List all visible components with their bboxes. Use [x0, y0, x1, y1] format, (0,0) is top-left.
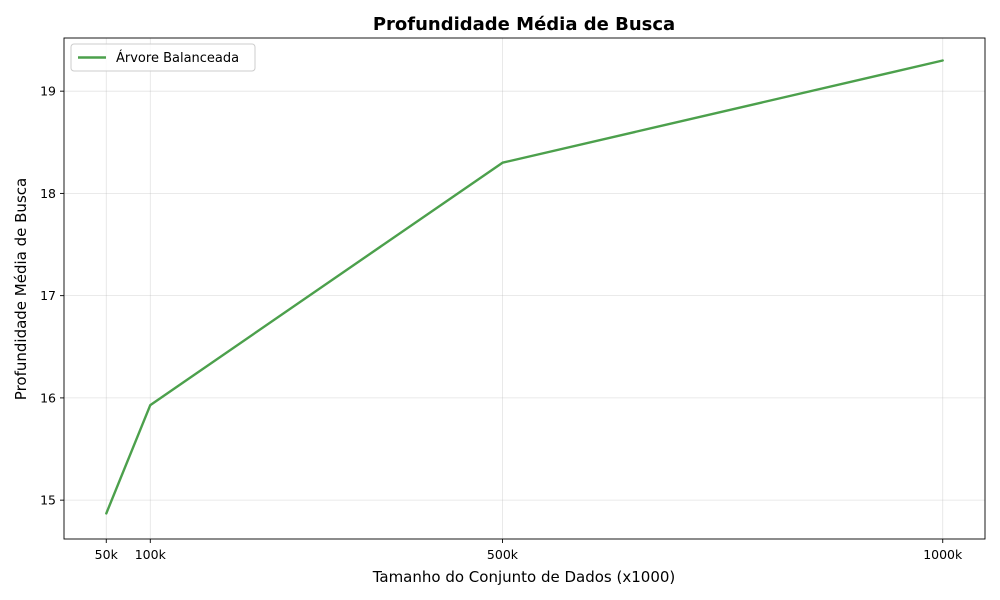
y-tick-label: 18: [40, 186, 56, 201]
y-tick-label: 15: [40, 493, 56, 508]
x-axis-ticks: 50k 100k 500k 1000k: [95, 539, 963, 562]
series-layer: [105, 59, 944, 515]
x-axis-label: Tamanho do Conjunto de Dados (x1000): [372, 568, 676, 586]
y-tick-label: 16: [40, 390, 56, 405]
x-tick-label: 1000k: [923, 547, 963, 562]
grid-lines: [64, 38, 985, 539]
y-axis-ticks: 15 16 17 18 19: [40, 84, 64, 508]
y-tick-label: 19: [40, 84, 56, 99]
plot-frame: [63, 37, 986, 540]
legend: Árvore Balanceada: [70, 43, 256, 72]
y-tick-label: 17: [40, 288, 56, 303]
legend-label-arvore-balanceada: Árvore Balanceada: [116, 50, 239, 66]
series-line-arvore-balanceada: [105, 59, 944, 515]
x-tick-label: 50k: [95, 547, 119, 562]
chart-title: Profundidade Média de Busca: [373, 14, 675, 35]
x-tick-label: 500k: [487, 547, 519, 562]
legend-box: [70, 43, 256, 72]
y-axis-label: Profundidade Média de Busca: [12, 178, 30, 400]
x-tick-label: 100k: [135, 547, 167, 562]
